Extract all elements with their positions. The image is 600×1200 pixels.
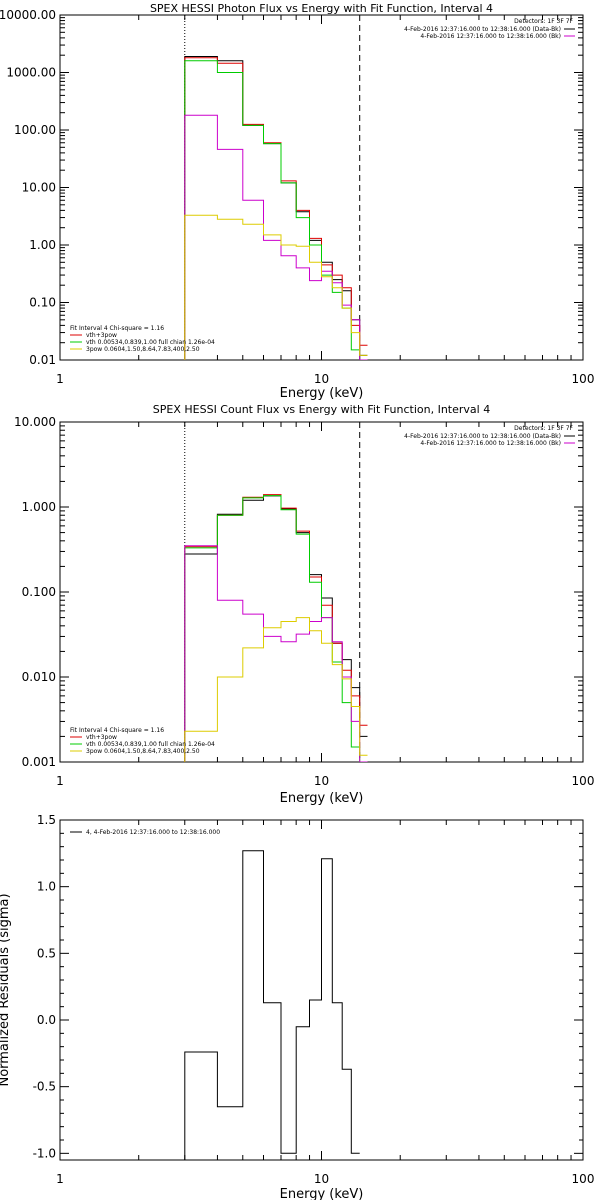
y-tick-label: 0.0: [37, 1013, 56, 1027]
series-background: [184, 114, 368, 360]
x-tick-label: 100: [572, 372, 595, 386]
series-background: [184, 545, 368, 762]
y-tick-label: 1.5: [37, 813, 56, 827]
legend-fit-entry-label: vth+3pow: [86, 734, 117, 741]
legend-detectors: Detectors: 1F 3F 7F: [514, 18, 573, 25]
series-data: [184, 495, 368, 762]
x-axis-label: Energy (keV): [280, 386, 364, 401]
legend-fit-entry-label: vth 0.00534,0.839,1.00 full chian 1.26e-…: [86, 741, 215, 748]
legend-entry-label: 4-Feb-2016 12:37:16.000 to 12:38:16.000 …: [404, 26, 561, 33]
y-tick-label: 0.100: [22, 585, 56, 599]
x-tick-label: 10: [314, 774, 329, 788]
legend-fit-entry-label: 3pow 0.0604,1.50,8.64,7.83,400,2.50: [86, 748, 200, 755]
x-tick-label: 10: [314, 372, 329, 386]
legend-detectors: Detectors: 1F 3F 7F: [514, 425, 573, 432]
y-tick-label: 1.0: [37, 880, 56, 894]
series-data: [184, 56, 368, 360]
series-total: [184, 494, 368, 762]
chart-panel-count: SPEX HESSI Count Flux vs Energy with Fit…: [14, 403, 594, 806]
x-axis: 1 10 100 Energy (keV): [56, 820, 594, 1200]
legend-fit-entry-label: vth+3pow: [86, 332, 117, 339]
legend-fit-entry-label: 3pow 0.0604,1.50,8.64,7.83,400,2.50: [86, 346, 200, 353]
y-tick-label: 1.00: [29, 238, 56, 252]
series-group: [184, 494, 368, 762]
legend-fit-title: Fit Interval 4 Chi-square = 1.16: [70, 325, 164, 332]
x-tick-label: 1: [56, 372, 64, 386]
series-powerlaw: [184, 214, 368, 360]
legend-top: Detectors: 1F 3F 7F4-Feb-2016 12:37:16.0…: [404, 425, 575, 447]
y-tick-label: -0.5: [33, 1080, 56, 1094]
chart-panel-resid: 1 10 100 Energy (keV) 1.5 1.0 0.5 0.0 -0.5 -1.0 No…: [0, 813, 594, 1200]
legend-top: Detectors: 1F 3F 7F4-Feb-2016 12:37:16.0…: [404, 18, 575, 40]
chart-title: SPEX HESSI Photon Flux vs Energy with Fi…: [150, 2, 493, 15]
y-tick-label: 10.00: [22, 181, 56, 195]
series-group: [184, 850, 360, 1160]
y-tick-label: 10.000: [14, 415, 56, 429]
legend-residuals-label: 4, 4-Feb-2016 12:37:16.000 to 12:38:16.0…: [86, 829, 220, 836]
x-tick-label: 100: [572, 774, 595, 788]
y-tick-label: 0.010: [22, 670, 56, 684]
x-axis: 1 10 100 Energy (keV): [56, 422, 594, 806]
y-tick-label: 0.5: [37, 946, 56, 960]
series-residuals: [184, 850, 360, 1160]
legend-fit-title: Fit Interval 4 Chi-square = 1.16: [70, 727, 164, 734]
series-thermal: [184, 60, 368, 360]
y-tick-label: 0.01: [29, 353, 56, 367]
y-tick-label: 100.00: [14, 123, 56, 137]
x-tick-label: 10: [314, 1172, 329, 1186]
x-axis-label: Energy (keV): [280, 791, 364, 806]
legend-entry-label: 4-Feb-2016 12:37:16.000 to 12:38:16.000 …: [404, 433, 561, 440]
x-axis-label: Energy (keV): [280, 1187, 364, 1200]
legend-residuals: 4, 4-Feb-2016 12:37:16.000 to 12:38:16.0…: [70, 829, 220, 836]
y-axis: 10000.00 1000.00 100.00 10.00 1.00 0.10 0.01: [0, 8, 583, 367]
y-tick-label: 1.000: [22, 500, 56, 514]
legend-fit-entry-label: vth 0.00534,0.839,1.00 full chian 1.26e-…: [86, 339, 215, 346]
legend-fit: Fit Interval 4 Chi-square = 1.16vth+3pow…: [70, 727, 215, 755]
x-tick-label: 1: [56, 1172, 64, 1186]
chart-panel-photon: SPEX HESSI Photon Flux vs Energy with Fi…: [0, 2, 594, 401]
legend-entry-label: 4-Feb-2016 12:37:16.000 to 12:38:16.000 …: [420, 440, 561, 447]
series-powerlaw: [184, 617, 368, 762]
series-thermal: [184, 495, 368, 762]
y-tick-label: 10000.00: [0, 8, 56, 22]
y-tick-label: 0.001: [22, 755, 56, 769]
x-tick-label: 1: [56, 774, 64, 788]
x-tick-label: 100: [572, 1172, 595, 1186]
legend-fit: Fit Interval 4 Chi-square = 1.16vth+3pow…: [70, 325, 215, 353]
y-tick-label: -1.0: [33, 1146, 56, 1160]
series-group: [184, 56, 368, 360]
chart-title: SPEX HESSI Count Flux vs Energy with Fit…: [153, 403, 490, 416]
series-total: [184, 57, 368, 360]
legend-entry-label: 4-Feb-2016 12:37:16.000 to 12:38:16.000 …: [420, 33, 561, 40]
y-tick-label: 0.10: [29, 296, 56, 310]
y-axis: 10.000 1.000 0.100 0.010 0.001: [14, 415, 583, 769]
y-tick-label: 1000.00: [6, 66, 56, 80]
plot-frame: [59, 14, 584, 361]
x-axis: 1 10 100 Energy (keV): [56, 15, 594, 401]
y-axis-label: Normalized Residuals (sigma): [0, 893, 12, 1086]
y-axis: 1.5 1.0 0.5 0.0 -0.5 -1.0 Normalized Residuals…: [0, 813, 583, 1160]
